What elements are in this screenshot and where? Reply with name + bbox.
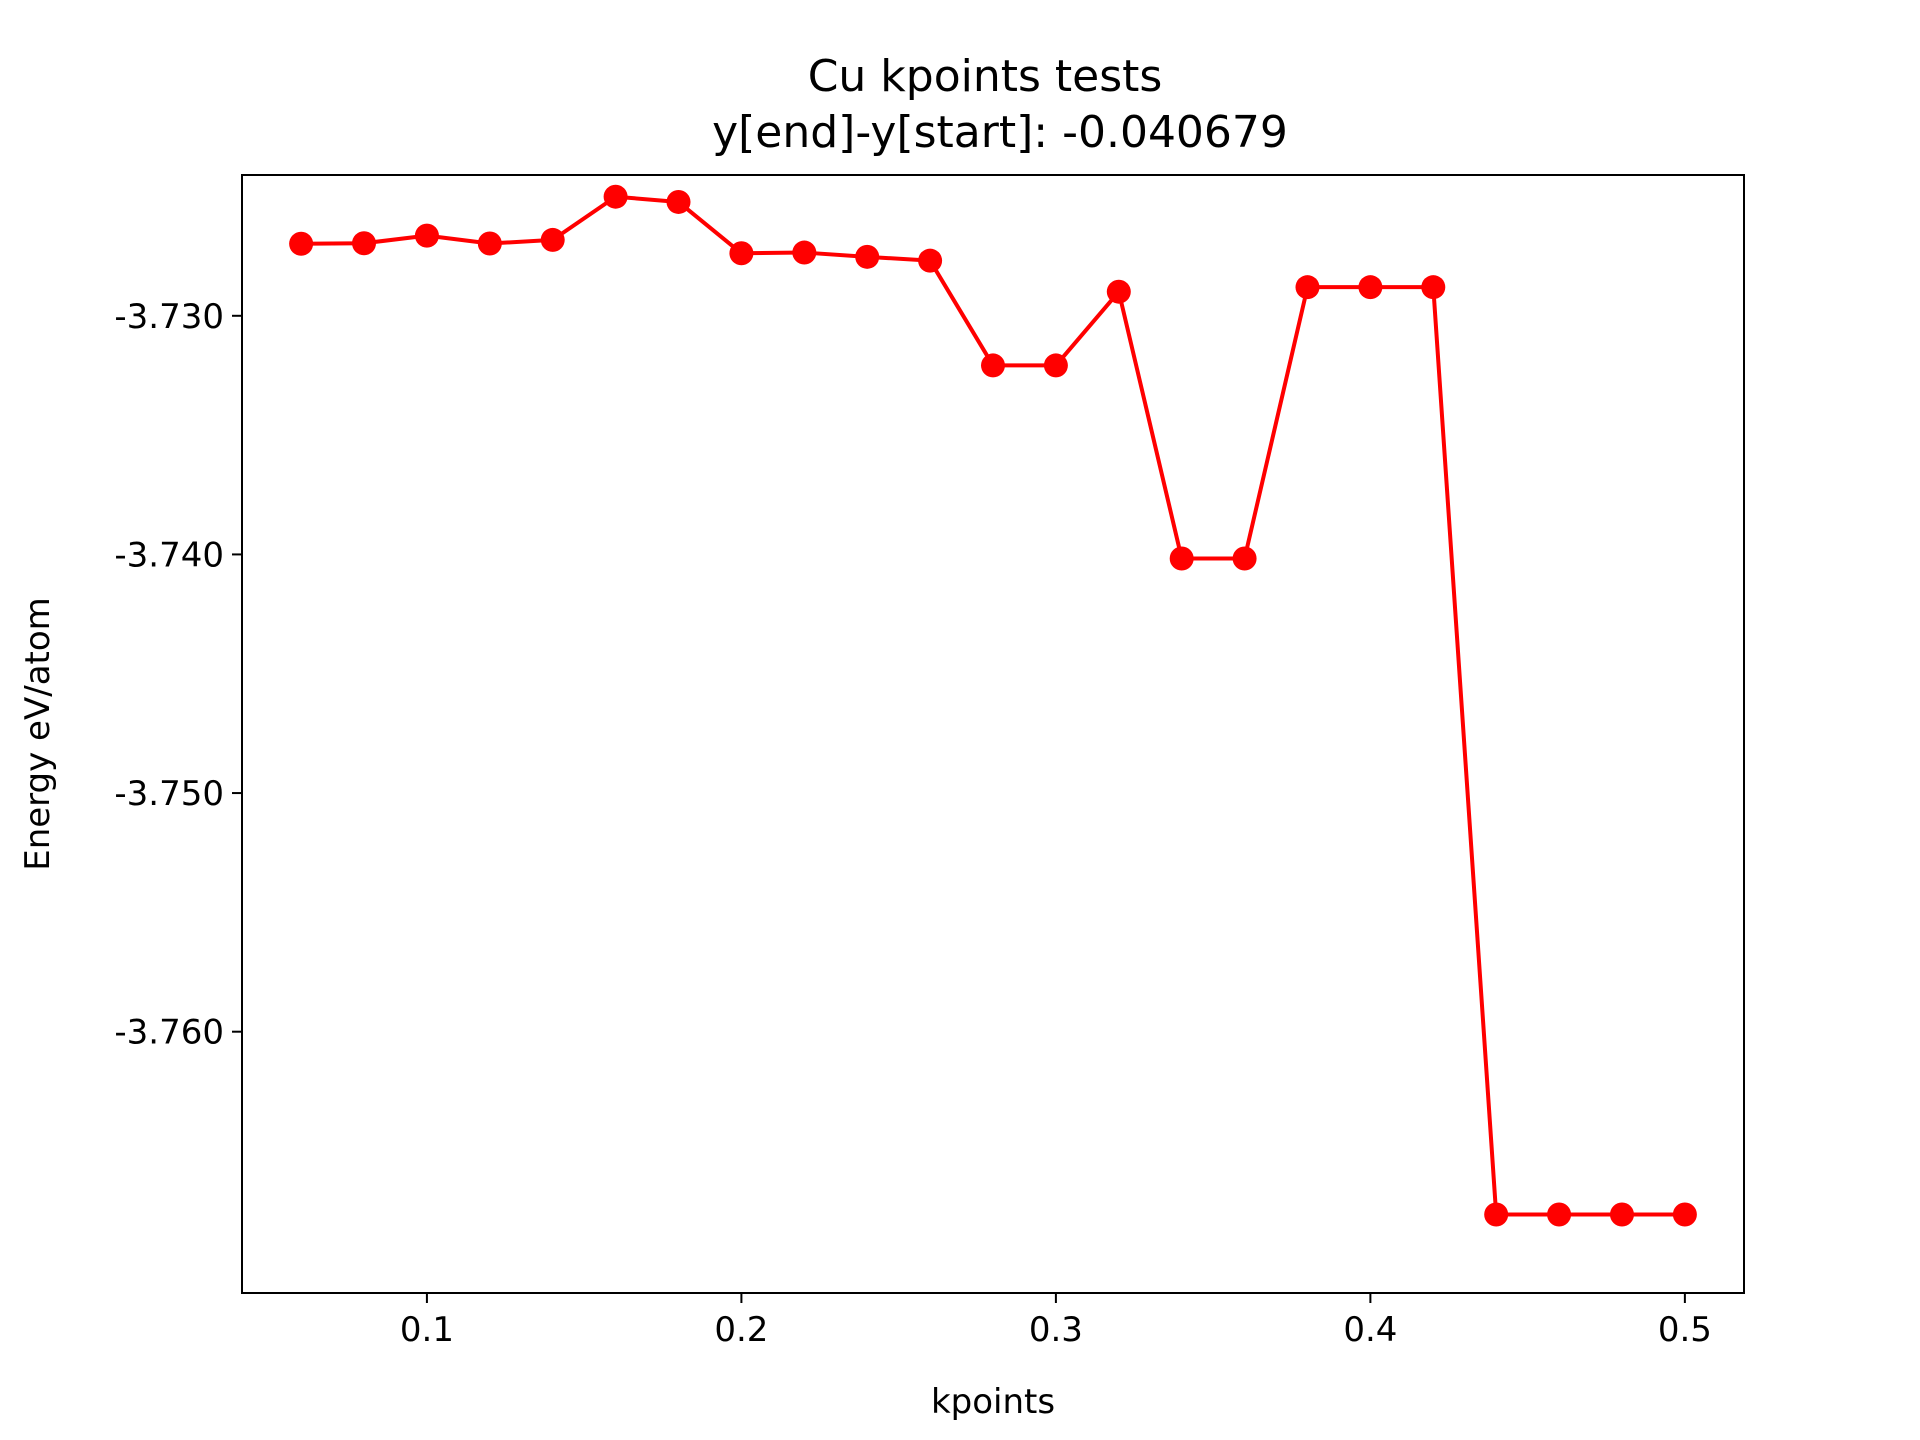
data-point [1609,1202,1634,1227]
x-tick-label: 0.2 [714,1310,768,1350]
axes: 0.1 0.2 0.3 0.4 0.5 -3.730 -3.740 -3.750 -3.760 [114,297,1712,1350]
data-point [414,223,439,248]
chart-subtitle: y[end]-y[start]: -0.040679 [712,107,1288,158]
data-point [1169,546,1194,571]
x-axis-label: kpoints [931,1382,1055,1422]
series-line [301,194,1685,1217]
y-tick-label: -3.750 [114,774,224,814]
data-point [352,231,377,256]
y-tick-label: -3.730 [114,297,224,337]
data-point [1106,279,1131,304]
data-point [666,189,691,214]
y-tick-label: -3.760 [114,1013,224,1053]
x-tick-label: 0.5 [1658,1310,1712,1350]
data-point [981,353,1005,378]
data-point [1672,1202,1697,1227]
y-axis-label: Energy eV/atom [18,597,58,871]
data-point [289,231,314,256]
y-tick-label: -3.740 [114,535,224,575]
data-point [855,244,880,269]
data-point [477,231,502,256]
data-point [1232,546,1257,571]
data-point [1547,1202,1572,1227]
plot-frame [241,174,1745,1294]
data-point [792,240,817,265]
data-point [1043,353,1068,378]
data-point [603,184,628,209]
data-point [1295,275,1320,300]
x-tick-label: 0.3 [1029,1310,1083,1350]
data-point [1358,275,1383,300]
x-tick-label: 0.1 [400,1310,454,1350]
data-point [1421,275,1446,300]
data-point [1484,1202,1509,1227]
data-point [918,248,943,273]
x-tick-label: 0.4 [1343,1310,1397,1350]
data-point [729,241,754,266]
chart-title: Cu kpoints tests [808,51,1163,102]
data-point [540,227,565,252]
plot-area [289,184,1697,1227]
